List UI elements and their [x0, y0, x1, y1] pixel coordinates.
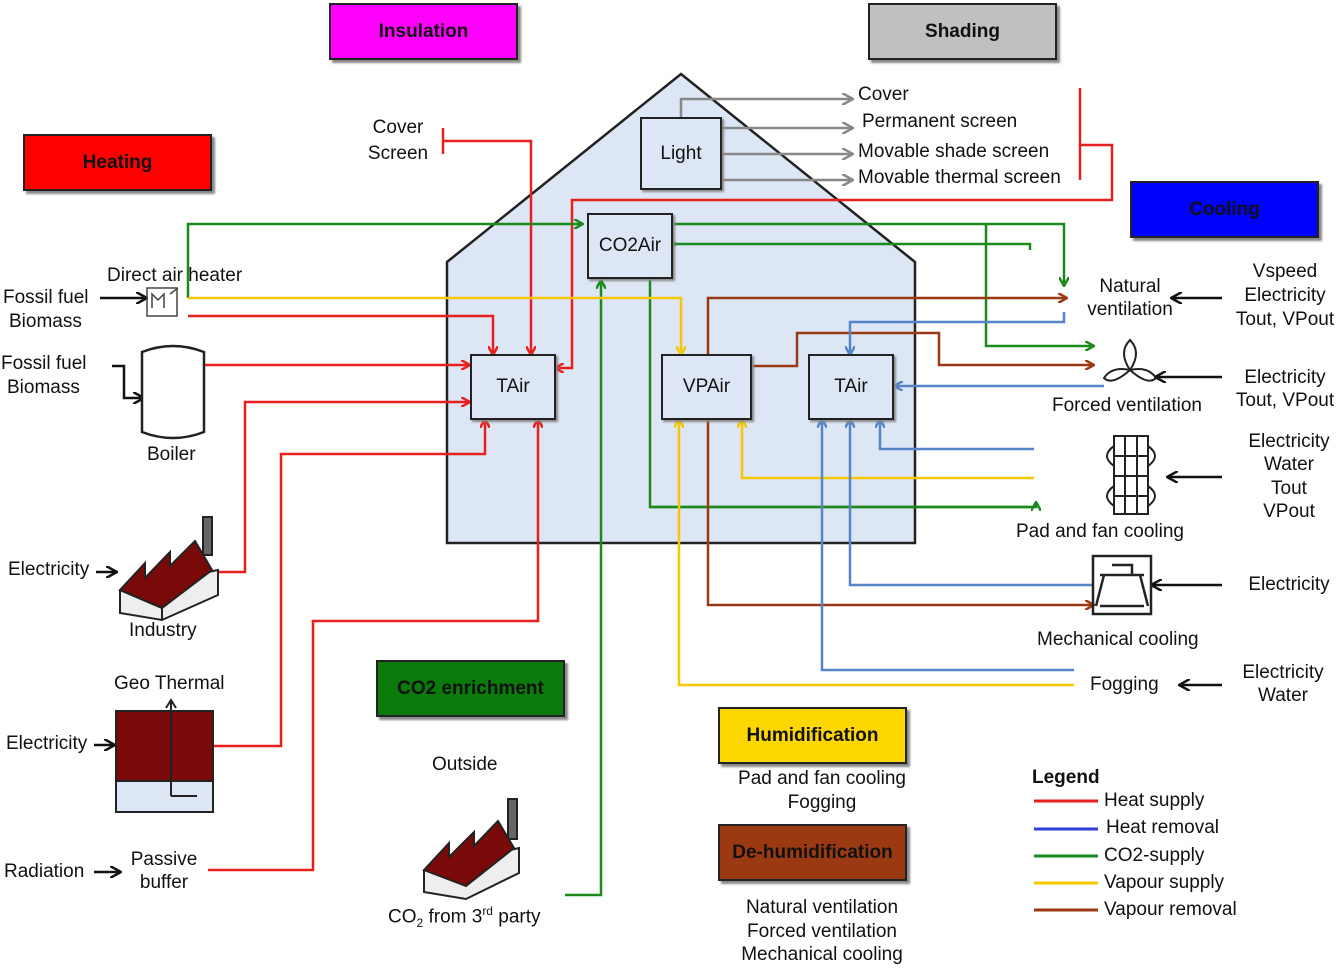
heat-supply-lines — [188, 88, 1114, 872]
forced-vent-input-tout: Tout, VPout — [1235, 390, 1335, 411]
co2-factory-icon — [422, 798, 520, 901]
passive-buffer-label-1: Passive — [130, 849, 198, 870]
co2-third-party-mid: from 3 — [423, 906, 483, 928]
vapour-removal-lines — [706, 298, 1093, 605]
pad-fan-input-tout: Tout — [1271, 478, 1307, 499]
heating-box: Heating — [23, 134, 212, 191]
co2-third-party-sup: rd — [482, 904, 493, 918]
boiler-icon — [140, 344, 206, 440]
geothermal-input-label: Electricity — [6, 733, 88, 754]
industry-input-label: Electricity — [8, 559, 90, 580]
input-arrows — [94, 298, 1222, 872]
shading-target-movable-shade: Movable shade screen — [858, 141, 1050, 162]
insulation-box: Insulation — [329, 3, 518, 60]
natural-vent-input-electricity: Electricity — [1244, 285, 1326, 306]
dehumidification-box: De-humidification — [718, 824, 907, 881]
natural-ventilation-label-2: ventilation — [1087, 299, 1173, 320]
cooling-box: Cooling — [1130, 181, 1319, 238]
pad-fan-input-water: Water — [1264, 454, 1314, 475]
fogging-input-electricity: Electricity — [1242, 662, 1324, 683]
fogging-label: Fogging — [1090, 674, 1159, 695]
natural-vent-input-tout: Tout, VPout — [1235, 309, 1335, 330]
vpair-node: VPAir — [661, 354, 752, 420]
co2-supply-lines — [186, 224, 1093, 897]
geothermal-label: Geo Thermal — [114, 673, 225, 694]
co2-third-party-prefix: CO — [388, 906, 417, 928]
tair-left-node: TAir — [470, 354, 556, 420]
mechanical-cooling-label: Mechanical cooling — [1037, 629, 1199, 650]
legend-title: Legend — [1032, 767, 1100, 788]
heat-removal-lines — [822, 312, 1104, 672]
legend-label-heat-removal: Heat removal — [1106, 817, 1219, 838]
geothermal-icon — [115, 698, 214, 813]
shading-target-cover: Cover — [858, 84, 909, 105]
natural-vent-input-vspeed: Vspeed — [1252, 261, 1318, 282]
vapour-supply-lines — [188, 296, 1074, 687]
industry-label: Industry — [129, 620, 197, 641]
insulation-cover-label: Cover — [372, 117, 424, 138]
boiler-input-fossil: Fossil fuel — [1, 353, 87, 374]
industry-icon — [118, 516, 219, 622]
forced-vent-input-electricity: Electricity — [1244, 367, 1326, 388]
fogging-input-water: Water — [1258, 685, 1308, 706]
tair-right-node: TAir — [808, 354, 894, 420]
legend-label-co2-supply: CO2-supply — [1104, 845, 1205, 866]
co2-third-party-suffix: party — [492, 906, 541, 928]
shading-target-movable-thermal: Movable thermal screen — [858, 167, 1061, 188]
pad-fan-icon — [1106, 435, 1156, 515]
direct-heater-input-fossil: Fossil fuel — [3, 287, 89, 308]
direct-heater-input-biomass: Biomass — [9, 311, 82, 332]
co2air-node: CO2Air — [587, 213, 673, 279]
shading-box: Shading — [868, 3, 1057, 60]
humidification-box: Humidification — [718, 707, 907, 764]
fan-icon — [1102, 338, 1158, 382]
humidification-item-fogging: Fogging — [787, 792, 857, 813]
direct-air-heater-label: Direct air heater — [107, 265, 243, 286]
boiler-input-biomass: Biomass — [7, 377, 80, 398]
legend-label-vapour-supply: Vapour supply — [1104, 872, 1225, 893]
pad-fan-input-electricity: Electricity — [1248, 431, 1330, 452]
insulation-screen-label: Screen — [367, 143, 429, 164]
shading-target-permanent: Permanent screen — [862, 111, 1018, 132]
shading-lines — [679, 99, 852, 180]
pad-fan-cooling-label: Pad and fan cooling — [1016, 521, 1184, 542]
mechanical-cooling-icon — [1091, 554, 1153, 616]
legend-label-heat-supply: Heat supply — [1104, 790, 1205, 811]
pad-fan-input-vpout: VPout — [1263, 501, 1315, 522]
dehumidification-item-mechanical: Mechanical cooling — [741, 944, 903, 965]
passive-buffer-label-2: buffer — [139, 872, 189, 893]
co2-third-party-label: CO2 from 3rd party — [388, 900, 541, 935]
forced-ventilation-label: Forced ventilation — [1052, 395, 1202, 416]
co2-third-party-sub: 2 — [416, 916, 424, 931]
natural-ventilation-label-1: Natural — [1099, 276, 1161, 297]
direct-air-heater-icon — [146, 287, 179, 317]
legend-label-vapour-removal: Vapour removal — [1104, 899, 1237, 920]
humidification-item-pad: Pad and fan cooling — [738, 768, 906, 789]
co2-outside-label: Outside — [432, 754, 498, 775]
legend-swatches — [1034, 799, 1098, 912]
mechanical-input-electricity: Electricity — [1248, 574, 1330, 595]
light-node: Light — [640, 117, 722, 190]
co2-enrichment-box: CO2 enrichment — [376, 660, 565, 717]
dehumidification-item-forced: Forced ventilation — [747, 921, 897, 942]
boiler-label: Boiler — [147, 444, 196, 465]
dehumidification-item-natural: Natural ventilation — [745, 897, 899, 918]
radiation-label: Radiation — [4, 861, 85, 882]
